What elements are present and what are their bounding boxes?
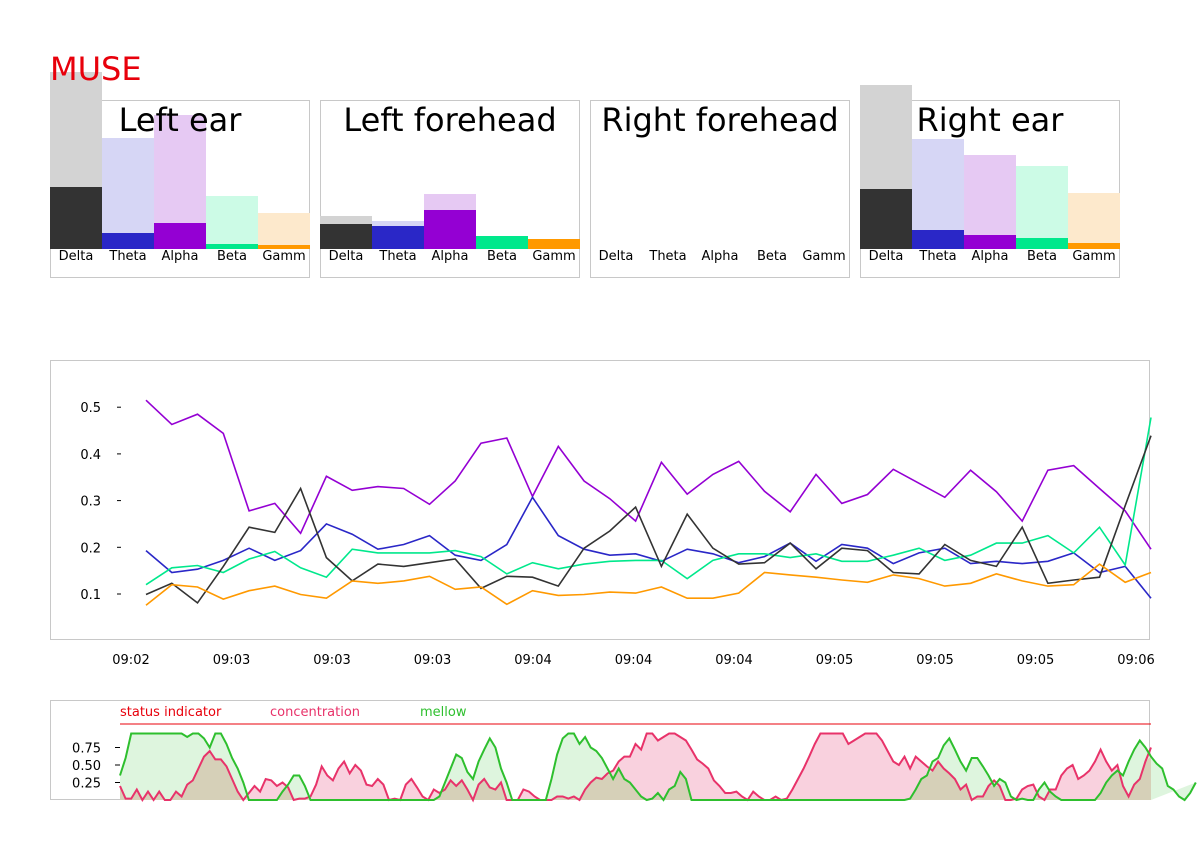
series-line-theta <box>145 495 1152 599</box>
mellow-line <box>119 732 1197 802</box>
band-label-alpha: Alpha <box>701 249 739 264</box>
band-label-gamma: Gamm <box>802 249 846 264</box>
bar-alpha-current <box>154 223 206 249</box>
legend-mellow: mellow <box>420 705 467 720</box>
panel-title: Right ear <box>916 101 1064 139</box>
band-label-theta: Theta <box>919 249 957 264</box>
x-tick-label: 09:06 <box>1117 653 1154 668</box>
band-label-theta: Theta <box>109 249 147 264</box>
x-tick-label: 09:04 <box>514 653 551 668</box>
bar-gamma-upper <box>1068 193 1120 249</box>
band-label-alpha: Alpha <box>161 249 199 264</box>
x-tick-label: 09:03 <box>414 653 451 668</box>
bar-theta-current <box>912 230 964 249</box>
bar-alpha-upper <box>964 155 1016 249</box>
y-tick-label: 0.5 <box>80 401 101 416</box>
y-tick-label: 0.50 <box>72 759 101 774</box>
y-tick-label: 0.75 <box>72 742 101 757</box>
app-title: MUSE <box>50 50 142 88</box>
y-tick-label: 0.2 <box>80 541 101 556</box>
legend-status-indicator: status indicator <box>120 705 222 720</box>
bar-gamma-current <box>1068 243 1120 249</box>
panel-title: Right forehead <box>601 101 839 139</box>
x-tick-label: 09:05 <box>916 653 953 668</box>
bar-alpha-current <box>424 210 476 249</box>
status-indicator-chart: status indicator concentration mellow 0.… <box>50 700 1197 803</box>
bar-beta-current <box>476 236 528 249</box>
band-labels: Delta Theta Alpha Beta Gamm <box>590 249 850 265</box>
band-label-delta: Delta <box>868 249 904 264</box>
bar-gamma-current <box>528 239 580 249</box>
panel-title: Left ear <box>118 101 242 139</box>
bar-delta-current <box>320 224 372 249</box>
bar-beta-current <box>206 244 258 249</box>
bar-theta-upper <box>102 138 154 249</box>
series-line-alpha <box>145 399 1152 550</box>
x-tick-label: 09:05 <box>1017 653 1054 668</box>
bar-beta-current <box>1016 238 1068 249</box>
series-line-gamma <box>145 563 1152 606</box>
band-labels: Delta Theta Alpha Beta Gamm <box>860 249 1120 265</box>
band-power-line-chart: 0.1 0.2 0.3 0.4 0.5 09:02 09:03 09:03 09:03 09:04… <box>50 360 1155 668</box>
band-panel-left-ear: Left ear Delta Theta Alpha Beta Gamm <box>50 72 310 278</box>
band-label-gamma: Gamm <box>532 249 576 264</box>
x-tick-label: 09:02 <box>112 653 149 668</box>
band-label-beta: Beta <box>757 249 787 264</box>
bar-delta-current <box>50 187 102 249</box>
bar-beta-upper <box>1016 166 1068 249</box>
y-tick-label: 0.4 <box>80 448 101 463</box>
band-label-theta: Theta <box>379 249 417 264</box>
bar-gamma-upper <box>258 213 310 249</box>
bar-beta-upper <box>206 196 258 249</box>
x-tick-label: 09:03 <box>313 653 350 668</box>
band-label-beta: Beta <box>487 249 517 264</box>
band-label-alpha: Alpha <box>971 249 1009 264</box>
bar-gamma-current <box>258 245 310 249</box>
y-tick-label: 0.25 <box>72 777 101 792</box>
band-label-delta: Delta <box>58 249 94 264</box>
band-label-delta: Delta <box>328 249 364 264</box>
y-tick-label: 0.3 <box>80 495 101 510</box>
band-label-theta: Theta <box>649 249 687 264</box>
band-panel-right-forehead: Right forehead Delta Theta Alpha Beta Gamm <box>590 100 850 278</box>
x-tick-label: 09:03 <box>213 653 250 668</box>
band-label-delta: Delta <box>598 249 634 264</box>
bar-theta-current <box>102 233 154 249</box>
band-label-gamma: Gamm <box>1072 249 1116 264</box>
band-labels: Delta Theta Alpha Beta Gamm <box>320 249 580 265</box>
series-line-delta <box>145 435 1152 605</box>
status-chart-svg: 0.25 0.50 0.75 <box>72 723 1197 803</box>
legend-concentration: concentration <box>270 705 361 720</box>
band-label-alpha: Alpha <box>431 249 469 264</box>
series-line-beta <box>145 417 1152 586</box>
band-panel-right-ear: Right ear Delta Theta Alpha Beta Gamm <box>860 85 1120 278</box>
bar-alpha-current <box>964 235 1016 249</box>
band-panel-left-forehead: Left forehead Delta Theta Alpha Beta Gamm <box>320 100 580 278</box>
bar-theta-current <box>372 226 424 249</box>
y-tick-label: 0.1 <box>80 588 101 603</box>
x-tick-label: 09:04 <box>615 653 652 668</box>
band-label-beta: Beta <box>217 249 247 264</box>
line-chart-svg: 0.1 0.2 0.3 0.4 0.5 09:02 09:03 09:03 09:03 09:04… <box>80 399 1155 668</box>
x-tick-label: 09:05 <box>816 653 853 668</box>
band-label-beta: Beta <box>1027 249 1057 264</box>
concentration-line <box>119 732 1152 803</box>
panel-title: Left forehead <box>343 101 557 139</box>
band-labels: Delta Theta Alpha Beta Gamm <box>50 249 310 265</box>
bar-delta-current <box>860 189 912 249</box>
x-tick-label: 09:04 <box>715 653 752 668</box>
band-label-gamma: Gamm <box>262 249 306 264</box>
concentration-area <box>120 733 1151 800</box>
